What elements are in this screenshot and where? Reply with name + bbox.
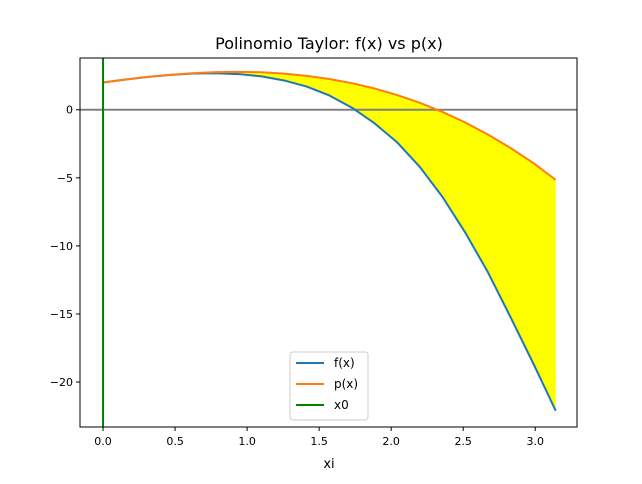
y-tick-label: −5 (57, 172, 73, 185)
legend: f(x) p(x) x0 (289, 351, 369, 421)
y-tick-label: −15 (50, 308, 73, 321)
series-line-px (102, 70, 557, 181)
axes-frame (79, 57, 578, 428)
fill-between-area (103, 71, 556, 411)
x-tick-label: 2.0 (382, 435, 400, 448)
y-tick-label: 0 (66, 104, 73, 117)
legend-label: x0 (334, 398, 349, 412)
x-tick-label: 0.0 (94, 435, 112, 448)
x-tick-label: 1.5 (310, 435, 328, 448)
x-tick-label: 2.5 (454, 435, 472, 448)
x-tick-label: 0.5 (166, 435, 184, 448)
plot-area: 0.0 0.5 1.0 1.5 2.0 2.5 3.0 0 −5 −10 −15 −20 (50, 57, 578, 448)
y-tick-label: −20 (50, 376, 73, 389)
legend-box (289, 351, 369, 421)
legend-label: f(x) (334, 356, 355, 370)
x-axis-label: xi (323, 457, 334, 472)
chart-title: Polinomio Taylor: f(x) vs p(x) (215, 34, 443, 53)
x-tick-label: 1.0 (238, 435, 256, 448)
legend-label: p(x) (334, 377, 358, 391)
x-tick-label: 3.0 (526, 435, 544, 448)
y-tick-label: −10 (50, 240, 73, 253)
